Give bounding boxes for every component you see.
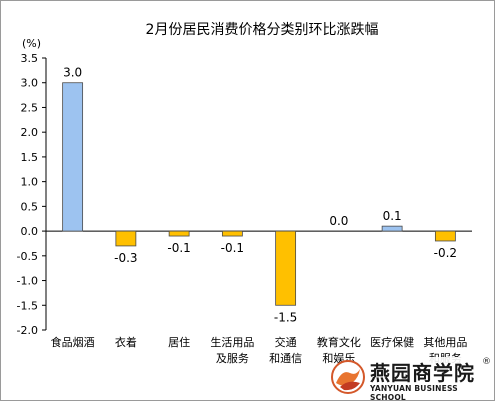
bar-value-label: -1.5 (274, 310, 297, 324)
x-category-label: 其他用品 (423, 336, 467, 349)
bar (381, 225, 403, 232)
x-category-label: 居住 (168, 335, 190, 349)
y-tick-label: 0.5 (21, 200, 39, 213)
y-tick-label: 3.0 (21, 77, 39, 90)
y-tick-label: 1.0 (21, 176, 39, 189)
bar (168, 230, 190, 237)
watermark-name: 燕园商学院 (370, 357, 475, 386)
bar-value-label: 3.0 (63, 66, 82, 80)
y-tick-label: -1.0 (17, 275, 38, 288)
bar-value-label: 0.0 (329, 214, 348, 228)
bar-value-label: -0.2 (434, 246, 457, 260)
y-tick-label: 0.0 (21, 225, 39, 238)
bar-value-label: -0.1 (167, 241, 190, 255)
x-category-label: 食品烟酒 (51, 335, 95, 349)
bars: 3.0 -0.3 -0.1 -0.1 -1.5 0.0 0.1 -0.2 (62, 66, 457, 324)
x-category-label: 及服务 (216, 352, 249, 365)
y-tick-label: 3.5 (21, 52, 39, 65)
y-tick-label: -0.5 (17, 250, 38, 263)
y-tick-label: -1.5 (17, 299, 38, 312)
bar (115, 230, 137, 247)
y-tick-label: 2.0 (21, 126, 39, 139)
y-tick-label: 1.5 (21, 151, 39, 164)
bar-value-label: 0.1 (383, 209, 402, 223)
x-category-label: 交通 (275, 335, 297, 349)
unit-label: (%) (22, 37, 41, 50)
x-category-label: 教育文化 (317, 335, 361, 349)
bar (275, 230, 297, 306)
x-category-label: 生活用品 (210, 335, 254, 349)
bar (434, 230, 456, 242)
y-tick-label: 2.5 (21, 101, 39, 114)
y-tick-label: -2.0 (17, 324, 38, 337)
watermark-logo: 燕园商学院 ® YANYUAN BUSINESS SCHOOL (330, 357, 495, 402)
bar (221, 230, 243, 237)
x-category-label: 和通信 (269, 352, 302, 365)
watermark-english-name: YANYUAN BUSINESS SCHOOL (370, 384, 458, 402)
x-category-label: 衣着 (115, 335, 137, 349)
registered-mark: ® (482, 357, 491, 367)
x-category-label: 医疗保健 (370, 335, 414, 349)
logo-emblem-icon (331, 360, 365, 394)
chart-title: 2月份居民消费价格分类别环比涨跌幅 (146, 22, 379, 38)
y-axis: 3.5 3.0 2.5 2.0 1.5 1.0 0.5 0.0 -0.5 -1.0 -1.5 -2.0 (17, 52, 472, 337)
bar (62, 82, 84, 232)
bar-value-label: -0.1 (221, 241, 244, 255)
bar-value-label: -0.3 (114, 251, 137, 265)
